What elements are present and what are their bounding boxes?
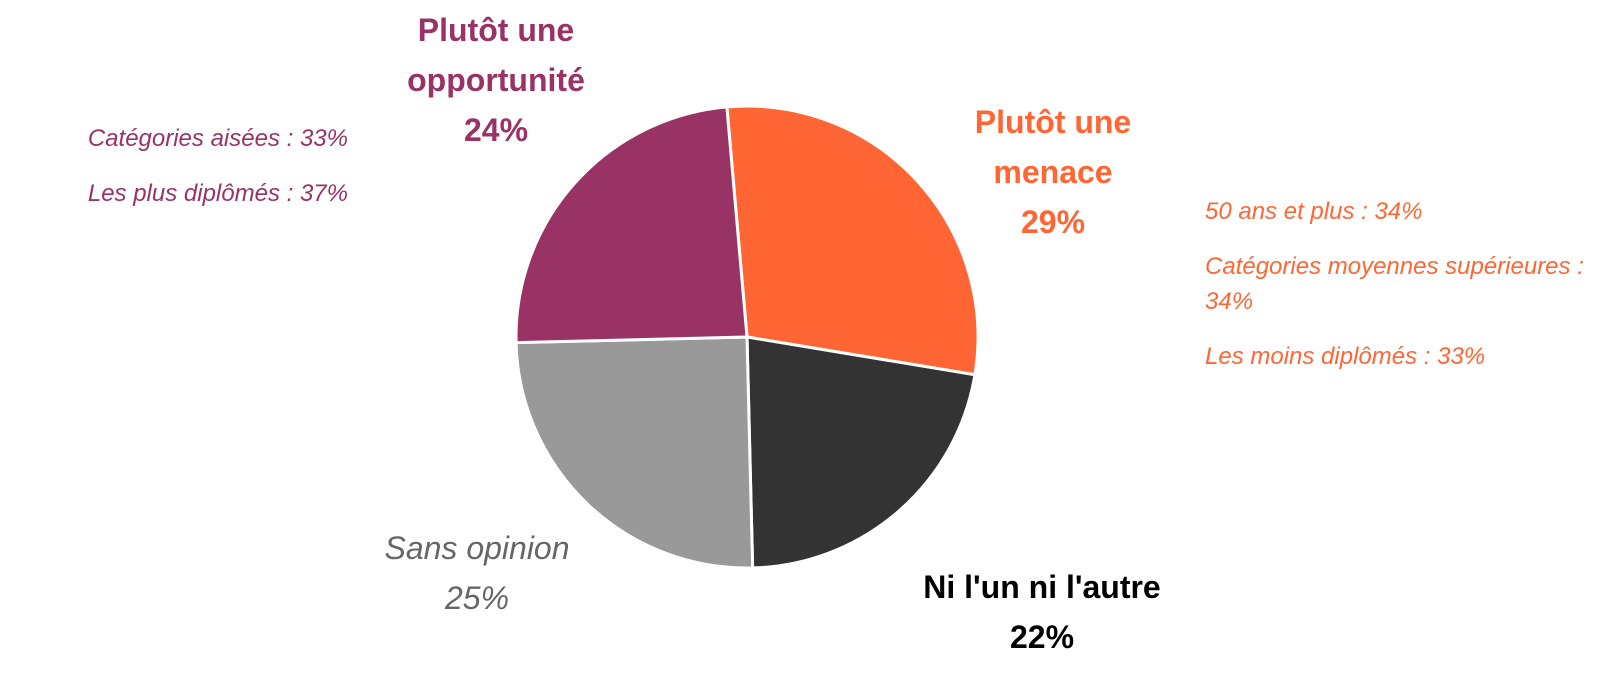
note: Les plus diplômés : 37%: [87, 180, 348, 207]
note: 50 ans et plus : 34%: [1205, 198, 1423, 225]
category-label: Plutôt une opportunité: [407, 12, 585, 98]
value-label: 22%: [1009, 619, 1075, 655]
pie-slice: [514, 335, 755, 570]
note: Catégories aisées : 33%: [87, 125, 348, 152]
value-label: 25%: [444, 580, 510, 616]
notes: Catégories aisées : 33% Les plus diplômés…: [0, 121, 348, 231]
value-label: 24%: [463, 112, 529, 148]
pie-slice: [514, 105, 749, 345]
slice-label: Sans opinion 25%: [327, 523, 627, 623]
category-label: Plutôt une menace: [974, 104, 1132, 190]
category-label: Ni l'un ni l'autre: [923, 569, 1161, 605]
slice-label: Plutôt une menace 29%: [943, 97, 1163, 247]
note: Les moins diplômés : 33%: [1205, 343, 1486, 370]
notes: 50 ans et plus : 34% Catégories moyennes …: [1205, 194, 1585, 394]
pie-slice: [725, 104, 980, 377]
value-label: 29%: [1020, 204, 1086, 240]
category-label: Sans opinion: [384, 530, 570, 566]
slice-label: Plutôt une opportunité 24%: [381, 5, 611, 155]
pie-slice: [745, 335, 977, 570]
note: Catégories moyennes supérieures : 34%: [1205, 253, 1584, 315]
slice-label: Ni l'un ni l'autre 22%: [862, 562, 1222, 662]
